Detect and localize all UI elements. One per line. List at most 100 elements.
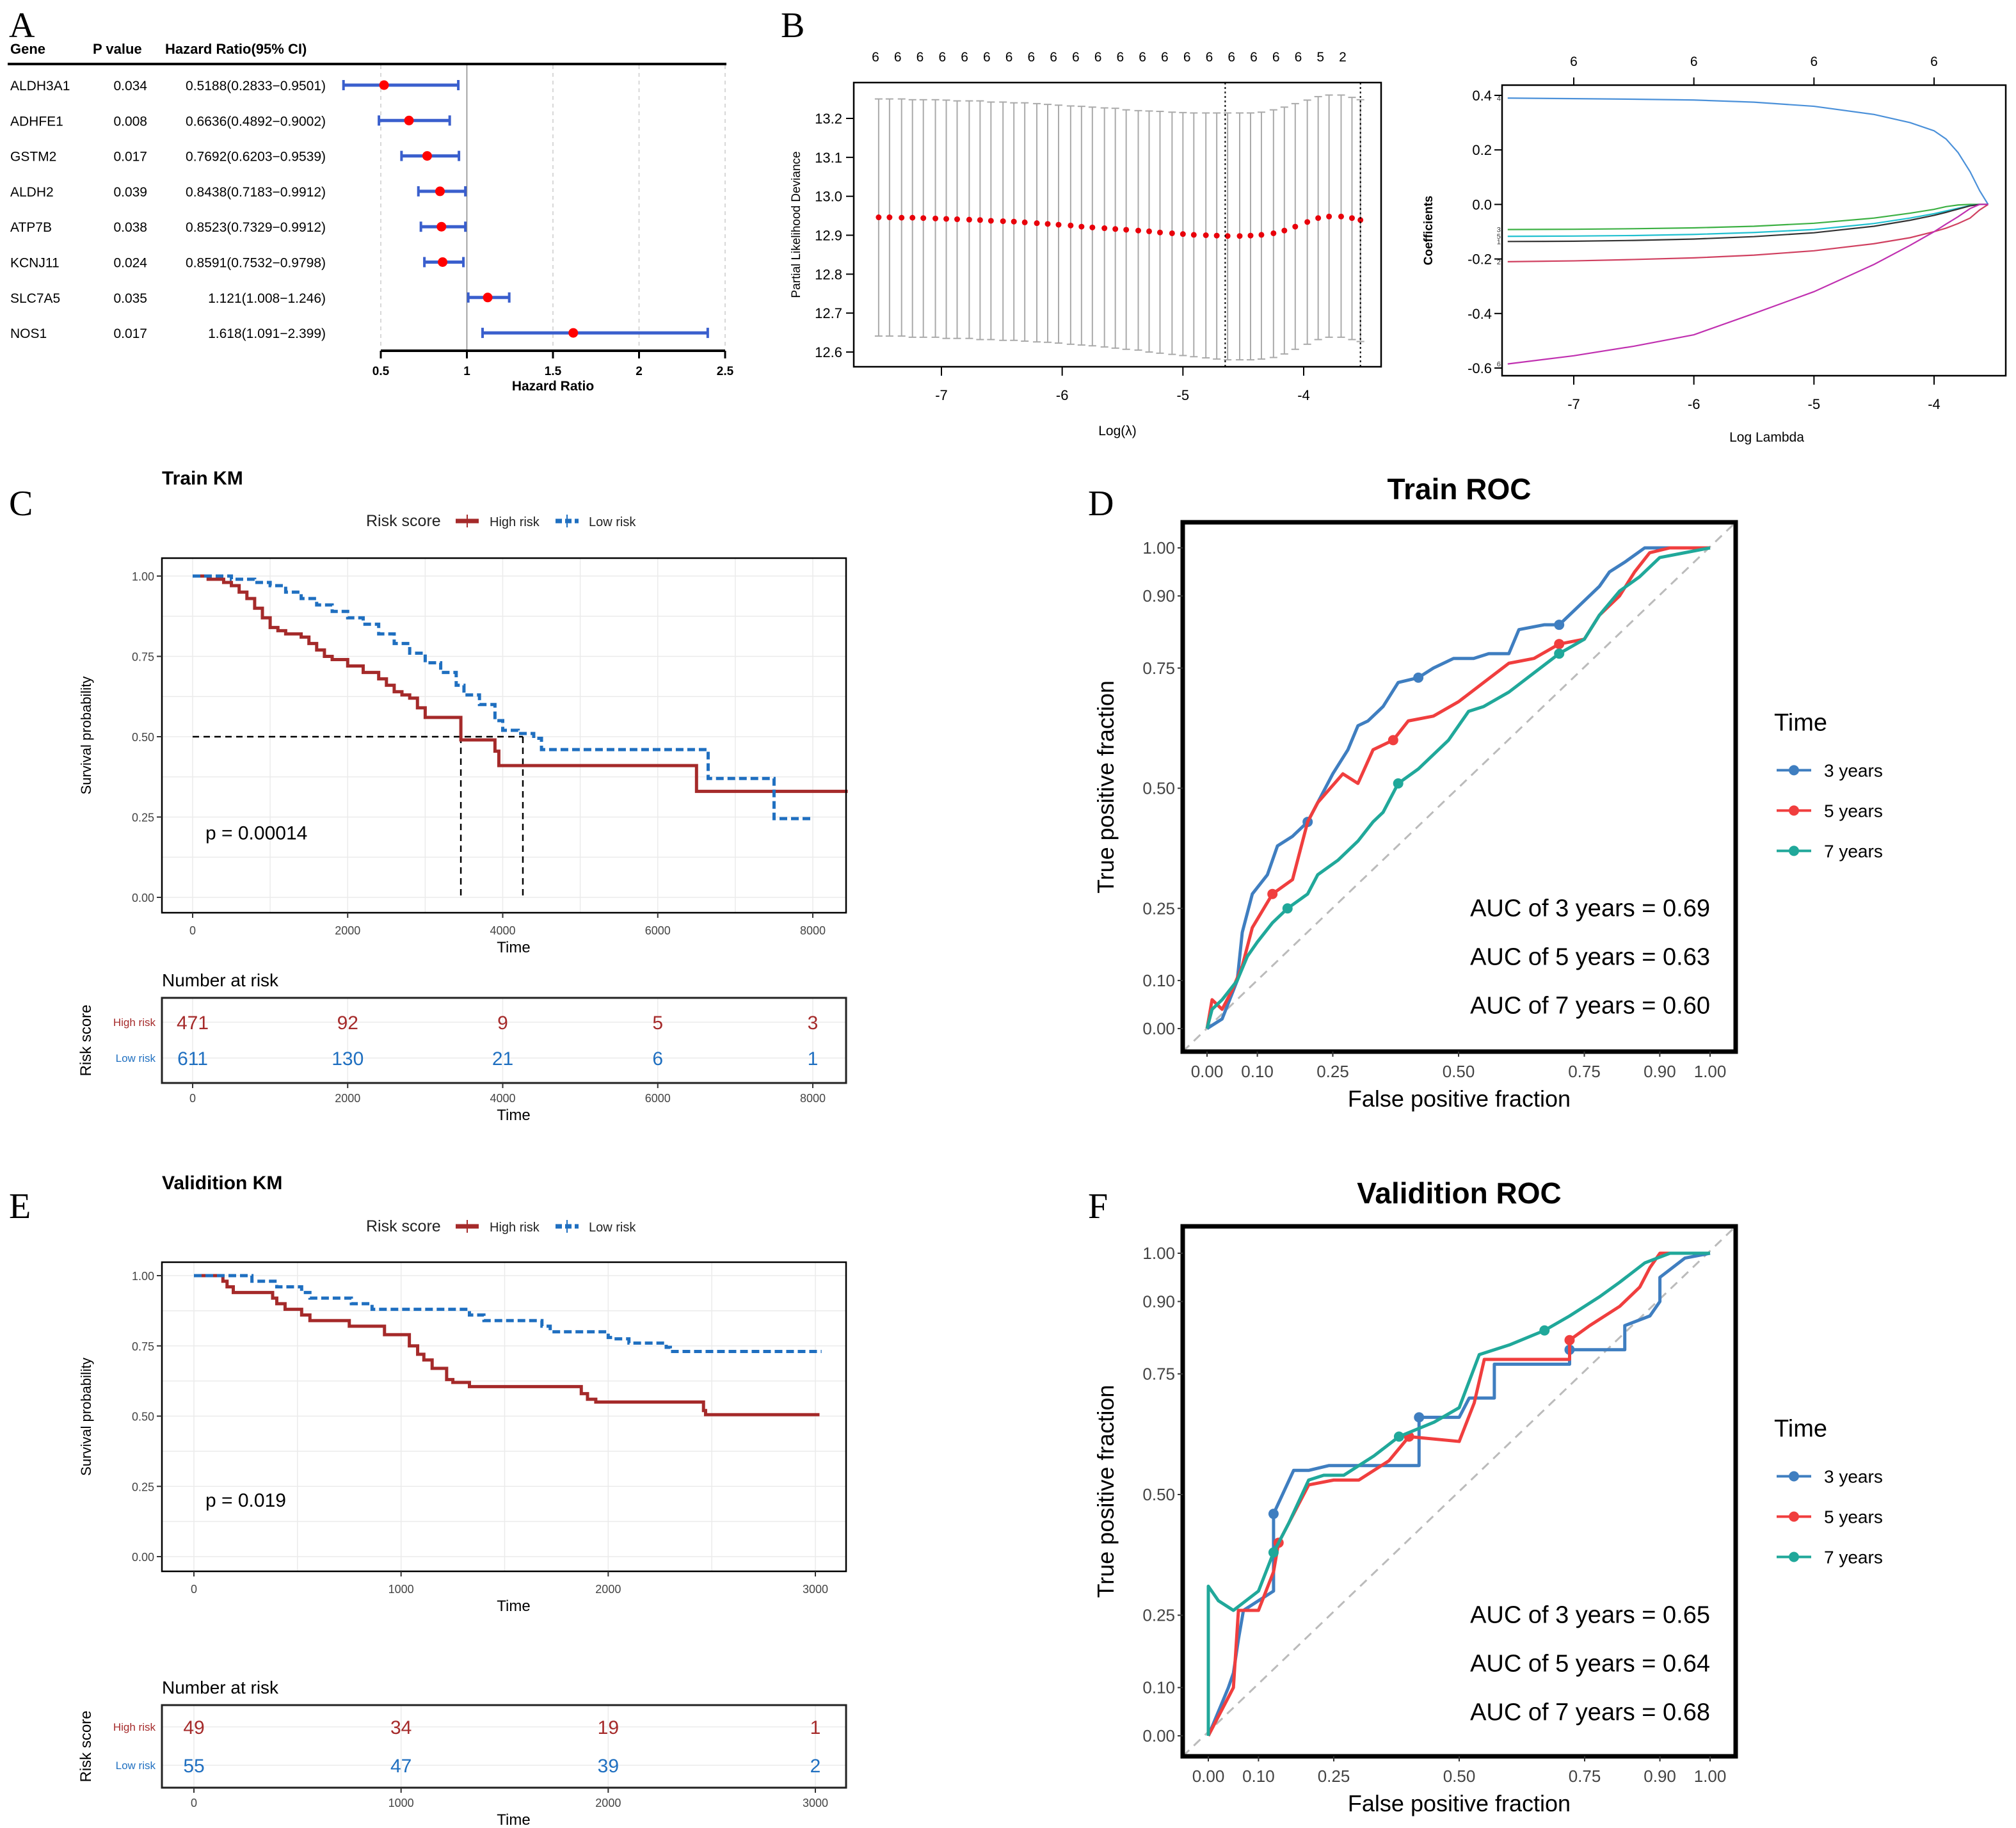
risk-axis-title: Risk score bbox=[77, 1004, 95, 1076]
x-axis-title: False positive fraction bbox=[1348, 1790, 1571, 1816]
risk-row-label: Low risk bbox=[116, 1760, 156, 1772]
deviance-point bbox=[1101, 225, 1108, 232]
hazard-ratio-ci: 1.121(1.008−1.246) bbox=[208, 291, 326, 306]
x-tick-label: 2000 bbox=[335, 1092, 360, 1105]
x-tick-label: 0.50 bbox=[1443, 1767, 1476, 1786]
risk-count: 6 bbox=[652, 1048, 663, 1070]
survival-curve-low-risk bbox=[194, 1274, 822, 1354]
hazard-ratio-ci: 0.7692(0.6203−0.9539) bbox=[186, 150, 326, 164]
x-tick-label: 2.5 bbox=[717, 365, 734, 378]
p-value: 0.024 bbox=[113, 256, 147, 271]
hazard-ratio-ci: 0.8523(0.7329−0.9912) bbox=[186, 220, 326, 235]
risk-count: 55 bbox=[183, 1756, 204, 1777]
x-tick-label: 1.00 bbox=[1694, 1062, 1727, 1081]
km-plot-panel-e: Validition KM Risk score High risk Low risk… bbox=[78, 1173, 847, 1615]
gene-name: NOS1 bbox=[10, 326, 47, 341]
cv-deviance-panel-b: -7 -6 -5 -412.612.712.812.913.013.113.26 6 6 6… bbox=[790, 50, 1382, 438]
x-tick-label: 0.50 bbox=[1443, 1062, 1475, 1081]
legend-label: 5 years bbox=[1824, 801, 1883, 821]
diagonal-reference bbox=[1181, 1225, 1737, 1758]
deviance-point bbox=[1068, 222, 1074, 228]
table-row: ALDH2 0.039 0.8438(0.7183−0.9912) bbox=[10, 185, 467, 200]
y-axis-title: Survival probability bbox=[78, 1358, 94, 1476]
x-tick-label: 0.90 bbox=[1644, 1767, 1676, 1786]
top-axis-label: 6 bbox=[1690, 54, 1698, 69]
x-tick-label: 6000 bbox=[645, 924, 671, 937]
top-axis-label: 6 bbox=[1183, 50, 1191, 65]
chart-title: Train ROC bbox=[1388, 472, 1532, 506]
risk-count: 49 bbox=[183, 1717, 204, 1738]
y-tick-label: 0.10 bbox=[1142, 971, 1175, 990]
top-axis-label: 6 bbox=[1005, 50, 1013, 65]
x-tick-label: 0.25 bbox=[1316, 1062, 1349, 1081]
gene-name: ALDH2 bbox=[10, 185, 54, 200]
table-row: ALDH3A1 0.034 0.5188(0.2833−0.9501) bbox=[10, 79, 460, 93]
y-tick-label: 0.25 bbox=[1142, 1606, 1175, 1625]
x-tick-label: 1000 bbox=[388, 1797, 414, 1809]
coef-line-1 bbox=[1507, 204, 1988, 243]
panel-label-d: D bbox=[1088, 484, 1114, 524]
gene-name: KCNJ11 bbox=[10, 256, 60, 271]
y-axis-title: True positive fraction bbox=[1092, 1385, 1119, 1598]
auc-annotation: AUC of 3 years = 0.69 bbox=[1470, 895, 1710, 922]
y-tick-label: 0.50 bbox=[132, 1411, 154, 1423]
deviance-point bbox=[1213, 232, 1220, 239]
x-tick-label: -4 bbox=[1928, 396, 1940, 412]
top-axis-label: 6 bbox=[1206, 50, 1213, 65]
top-axis-label: 6 bbox=[1570, 54, 1578, 69]
deviance-point bbox=[1034, 220, 1040, 227]
deviance-point bbox=[1348, 215, 1355, 221]
risk-count: 19 bbox=[598, 1717, 619, 1738]
hazard-ratio-ci: 0.8438(0.7183−0.9912) bbox=[186, 185, 326, 200]
y-tick-label: 0.75 bbox=[132, 651, 154, 664]
top-axis-label: 6 bbox=[1117, 50, 1124, 65]
plot-border bbox=[161, 557, 847, 914]
x-tick-label: 1000 bbox=[388, 1583, 414, 1596]
x-tick-label: 0 bbox=[191, 1583, 197, 1596]
y-tick-label: 0.50 bbox=[132, 731, 154, 744]
gene-name: GSTM2 bbox=[10, 150, 56, 164]
y-tick-label: 0.50 bbox=[1142, 1485, 1175, 1504]
top-axis-label: 6 bbox=[983, 50, 991, 65]
risk-table-panel-c: Number at risk High risk 471 92 9 5 3 Low risk 6… bbox=[77, 970, 847, 1124]
risk-row-label: High risk bbox=[113, 1721, 156, 1733]
roc-point bbox=[1539, 1325, 1550, 1336]
roc-point bbox=[1393, 778, 1404, 789]
risk-count: 92 bbox=[337, 1013, 358, 1034]
gene-name: ALDH3A1 bbox=[10, 79, 70, 93]
auc-annotation: AUC of 5 years = 0.63 bbox=[1470, 943, 1710, 970]
risk-row-label: High risk bbox=[113, 1016, 156, 1029]
risk-table-title: Number at risk bbox=[162, 970, 279, 990]
y-tick-label: 13.1 bbox=[815, 150, 842, 166]
risk-count: 471 bbox=[177, 1013, 209, 1034]
top-axis-label: 6 bbox=[938, 50, 946, 65]
deviance-point bbox=[1258, 232, 1265, 238]
risk-count: 5 bbox=[652, 1013, 663, 1034]
deviance-point bbox=[876, 214, 882, 221]
risk-table-panel-e: Number at risk High risk 49 34 19 1 Low risk 55… bbox=[77, 1678, 847, 1828]
table-row: ADHFE1 0.008 0.6636(0.4892−0.9002) bbox=[10, 114, 451, 129]
deviance-point bbox=[1236, 233, 1243, 239]
legend-label: 7 years bbox=[1824, 1548, 1883, 1567]
hr-point bbox=[404, 115, 414, 125]
top-axis-label: 6 bbox=[872, 50, 879, 65]
deviance-point bbox=[1224, 233, 1231, 239]
chart-title: Validition KM bbox=[162, 1173, 282, 1194]
y-tick-label: 12.8 bbox=[815, 266, 842, 282]
deviance-point bbox=[943, 216, 950, 222]
x-tick-label: 0.00 bbox=[1191, 1062, 1224, 1081]
hr-point bbox=[435, 186, 445, 196]
risk-count: 47 bbox=[390, 1756, 412, 1777]
p-value-annotation: p = 0.00014 bbox=[205, 823, 307, 844]
y-tick-label: 0.0 bbox=[1472, 196, 1492, 212]
roc-point bbox=[1554, 620, 1565, 630]
top-axis-label: 6 bbox=[1161, 50, 1169, 65]
p-value: 0.017 bbox=[113, 326, 147, 341]
y-tick-label: 0.10 bbox=[1142, 1678, 1175, 1697]
x-tick-label: -6 bbox=[1056, 387, 1069, 403]
y-tick-label: 1.00 bbox=[132, 1270, 154, 1283]
risk-table-title: Number at risk bbox=[162, 1678, 279, 1697]
roc-point bbox=[1282, 903, 1293, 914]
hazard-ratio-ci: 0.6636(0.4892−0.9002) bbox=[186, 114, 326, 129]
x-axis-title: Log(λ) bbox=[1098, 424, 1137, 438]
